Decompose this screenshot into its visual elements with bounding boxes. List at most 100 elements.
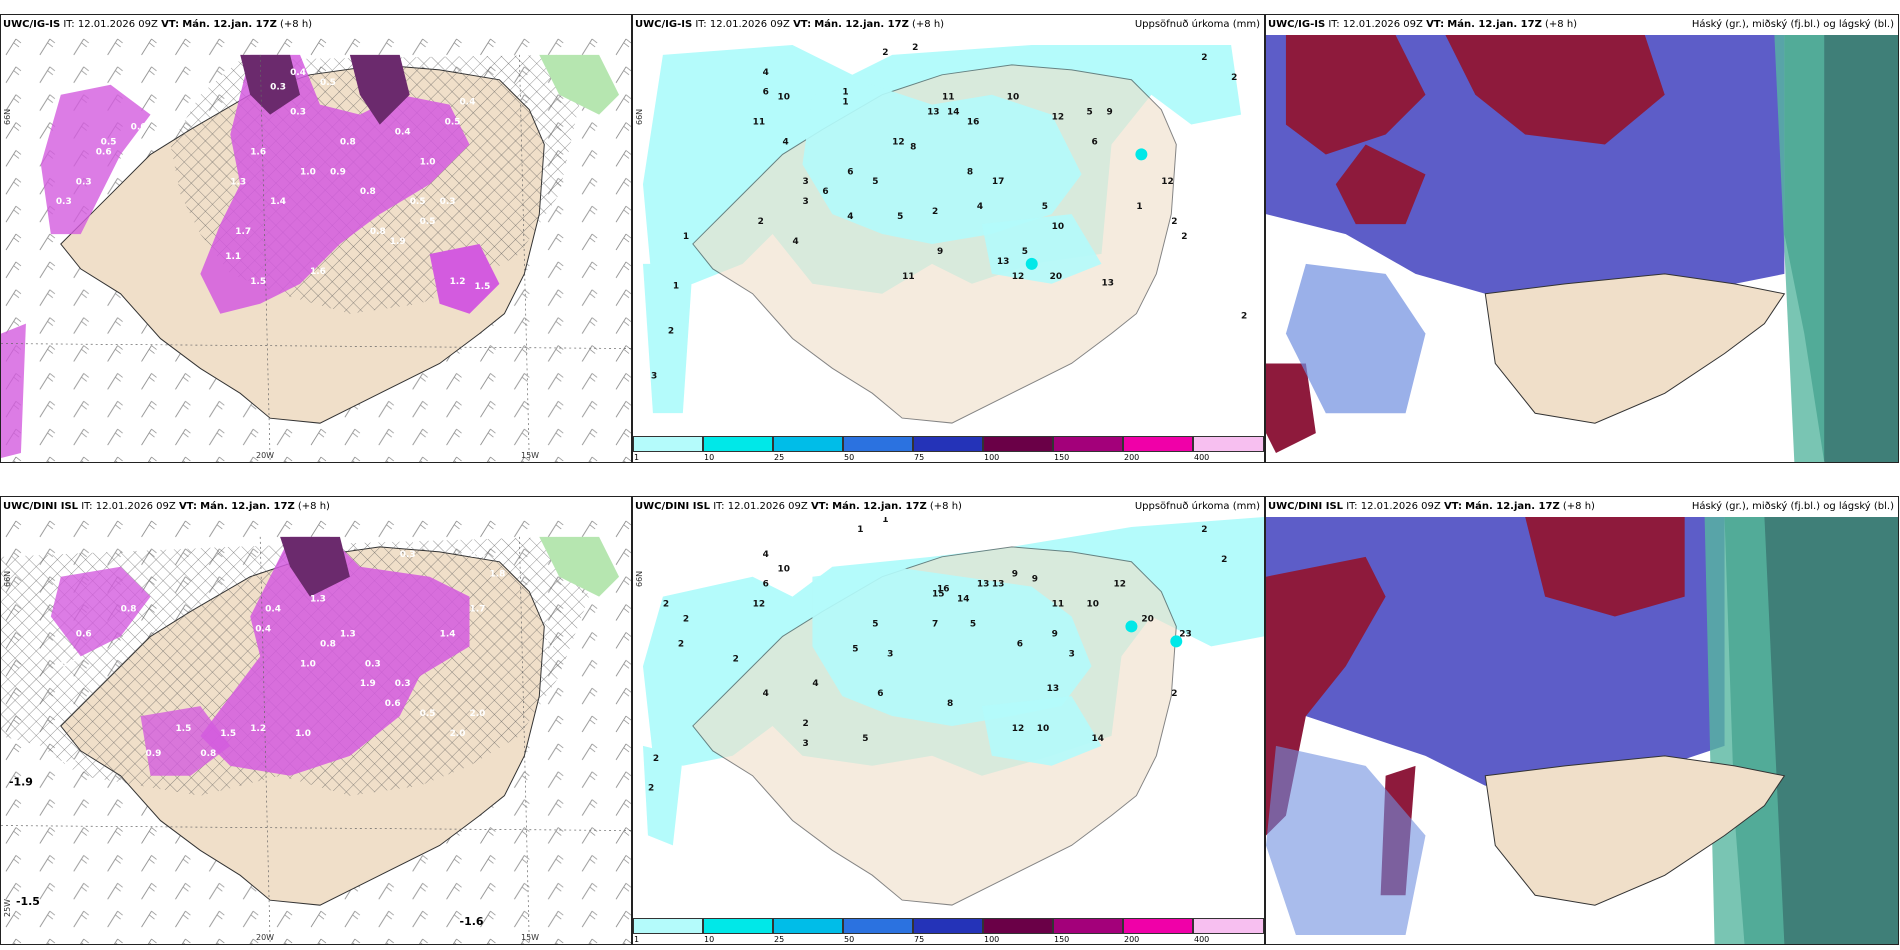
cbar-label: 1 bbox=[634, 935, 640, 944]
precip-value: 20 bbox=[1050, 272, 1062, 282]
cbar-label: 75 bbox=[914, 935, 925, 944]
rain-value: 0.5 bbox=[61, 759, 77, 769]
precip-value: 2 bbox=[1201, 525, 1207, 535]
rain-value: 0.5 bbox=[420, 709, 436, 719]
cbar-label: 150 bbox=[1054, 453, 1070, 462]
rain-value: 1.1 bbox=[544, 639, 560, 649]
precip-value: 14 bbox=[1092, 734, 1104, 744]
precip-value: 6 bbox=[847, 167, 853, 177]
precip-value: 2 bbox=[1171, 689, 1177, 699]
panel-header: UWC/IG-IS IT: 12.01.2026 09Z VT: Mán. 12… bbox=[1266, 15, 1898, 35]
precip-value: 4 bbox=[792, 237, 798, 247]
precip-value: 10 bbox=[778, 565, 790, 575]
rain-value: 0.8 bbox=[121, 605, 137, 615]
rain-value: 0.4 bbox=[290, 68, 306, 78]
panel-title: Háský (gr.), miðský (fj.bl.) og lágský (… bbox=[1691, 501, 1894, 512]
rain-value: 1.3 bbox=[340, 629, 356, 639]
rain-value: 0.2 bbox=[400, 540, 416, 550]
rain-value: 1.0 bbox=[295, 729, 311, 739]
rain-value: 1.9 bbox=[390, 237, 406, 247]
cbar-swatch bbox=[1193, 918, 1264, 934]
map-area[interactable] bbox=[1266, 35, 1898, 462]
precip-value: 9 bbox=[1052, 629, 1058, 639]
precip-value: 8 bbox=[947, 699, 953, 709]
cbar-swatch bbox=[633, 918, 703, 934]
rain-value: 2.0 bbox=[470, 709, 486, 719]
rain-value: 2.0 bbox=[450, 729, 466, 739]
precip-value: 3 bbox=[802, 739, 808, 749]
temp-label: -1.9 bbox=[9, 776, 33, 789]
map-area[interactable]: 0.4 0.3 0.5 0.3 0.5 0.4 1.0 0.8 0.4 0.5 … bbox=[1, 35, 631, 462]
rain-value: 0.5 bbox=[320, 78, 336, 88]
rain-value: 1.2 bbox=[450, 277, 466, 287]
rain-value: 0.8 bbox=[340, 137, 356, 147]
rain-value: 1.5 bbox=[220, 729, 236, 739]
precip-value: 5 bbox=[970, 619, 976, 629]
iceland-land bbox=[1484, 273, 1786, 424]
lat-label: 66N bbox=[635, 108, 644, 125]
precip-value: 6 bbox=[763, 580, 769, 590]
precip-value: 10 bbox=[1037, 724, 1049, 734]
precip-value: 5 bbox=[852, 644, 858, 654]
rain-value: 1.5 bbox=[175, 724, 191, 734]
cbar-label: 100 bbox=[984, 453, 1000, 462]
rain-value: 1.3 bbox=[310, 595, 326, 605]
panel-header: UWC/IG-IS IT: 12.01.2026 09Z VT: Mán. 12… bbox=[633, 15, 1264, 35]
iceland-land bbox=[1484, 755, 1786, 906]
precip-value: 13 bbox=[992, 580, 1004, 590]
precip-value: 2 bbox=[1181, 232, 1187, 242]
rain-value: 1.4 bbox=[270, 197, 286, 207]
rain-value: 0.5 bbox=[445, 118, 461, 128]
rain-value: 1.7 bbox=[470, 605, 486, 615]
wind-rain-map-dini: UWC/DINI ISL IT: 12.01.2026 09Z VT: Mán.… bbox=[0, 496, 632, 945]
rain-value: 0.3 bbox=[56, 197, 72, 207]
precip-value: 2 bbox=[683, 614, 689, 624]
precip-value: 6 bbox=[822, 187, 828, 197]
precip-map-igis: UWC/IG-IS IT: 12.01.2026 09Z VT: Mán. 12… bbox=[632, 14, 1265, 463]
precip-value: 1 bbox=[857, 525, 863, 535]
precip-value: 12 bbox=[892, 137, 904, 147]
rain-value: 1.6 bbox=[250, 147, 266, 157]
precip-value: 5 bbox=[872, 177, 878, 187]
precip-value: 6 bbox=[1017, 639, 1023, 649]
map-area[interactable]: 0.3 0.2 0.3 0.4 0.6 1.5 2.0 1.3 0.8 1.0 … bbox=[1, 517, 631, 944]
rain-value: 1.7 bbox=[235, 227, 251, 237]
wind-rain-map-igis: UWC/IG-IS IT: 12.01.2026 09Z VT: Mán. 12… bbox=[0, 14, 632, 463]
rain-value: 0.3 bbox=[76, 177, 92, 187]
panel-header: UWC/DINI ISL IT: 12.01.2026 09Z VT: Mán.… bbox=[633, 497, 1264, 517]
cbar-label: 200 bbox=[1124, 453, 1140, 462]
rain-value: 1.5 bbox=[474, 282, 490, 292]
panel-header: UWC/DINI ISL IT: 12.01.2026 09Z VT: Mán.… bbox=[1266, 497, 1898, 517]
cbar-label: 50 bbox=[844, 935, 855, 944]
temp-label: -1.5 bbox=[16, 895, 40, 908]
precip-value: 2 bbox=[932, 207, 938, 217]
map-area[interactable]: 1 1 2 2 4 6 10 12 2 2 2 5 13 13 9 16 15 … bbox=[633, 517, 1264, 916]
precip-value: 12 bbox=[1052, 113, 1064, 123]
map-area[interactable] bbox=[1266, 517, 1898, 944]
rain-value: 0.5 bbox=[101, 137, 117, 147]
precip-value: 3 bbox=[802, 177, 808, 187]
map-area[interactable]: 2 2 2 2 4 6 10 1 1 11 4 12 16 13 14 11 1… bbox=[633, 35, 1264, 434]
precip-value: 3 bbox=[802, 197, 808, 207]
precip-colorbar: 1 10 25 50 75 100 150 200 400 bbox=[633, 434, 1264, 462]
cbar-label: 50 bbox=[844, 453, 855, 462]
panel-title: Háský (gr.), miðský (fj.bl.) og lágský (… bbox=[1691, 19, 1894, 30]
precip-value: 6 bbox=[877, 689, 883, 699]
precip-value: 14 bbox=[957, 595, 969, 605]
precip-value: 4 bbox=[847, 212, 853, 222]
precip-value: 5 bbox=[1087, 108, 1093, 118]
precip-value: 2 bbox=[653, 754, 659, 764]
panel-title: Uppsöfnuð úrkoma (mm) bbox=[1134, 501, 1260, 512]
precip-value: 9 bbox=[937, 247, 943, 257]
cbar-swatch bbox=[703, 436, 773, 452]
rain-value: 1.9 bbox=[360, 679, 376, 689]
precip-value: 1 bbox=[842, 98, 848, 108]
precip-value: 2 bbox=[678, 639, 684, 649]
precip-value: 1 bbox=[683, 232, 689, 242]
rain-value: 0.5 bbox=[410, 197, 426, 207]
rain-value: 1.6 bbox=[310, 267, 326, 277]
precip-value: 2 bbox=[1201, 53, 1207, 63]
precip-value: 2 bbox=[1241, 312, 1247, 322]
precip-value: 4 bbox=[763, 550, 769, 560]
precip-value: 16 bbox=[967, 118, 979, 128]
